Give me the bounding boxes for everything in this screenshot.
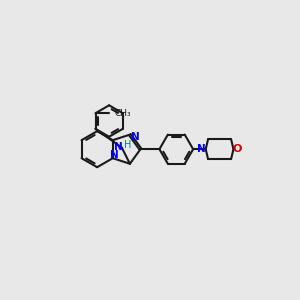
Text: N: N (197, 144, 206, 154)
Text: H: H (124, 140, 131, 150)
Text: O: O (233, 144, 242, 154)
Text: N: N (130, 132, 140, 142)
Text: N: N (110, 150, 118, 160)
Text: CH₃: CH₃ (115, 109, 131, 118)
Text: N: N (114, 142, 123, 152)
